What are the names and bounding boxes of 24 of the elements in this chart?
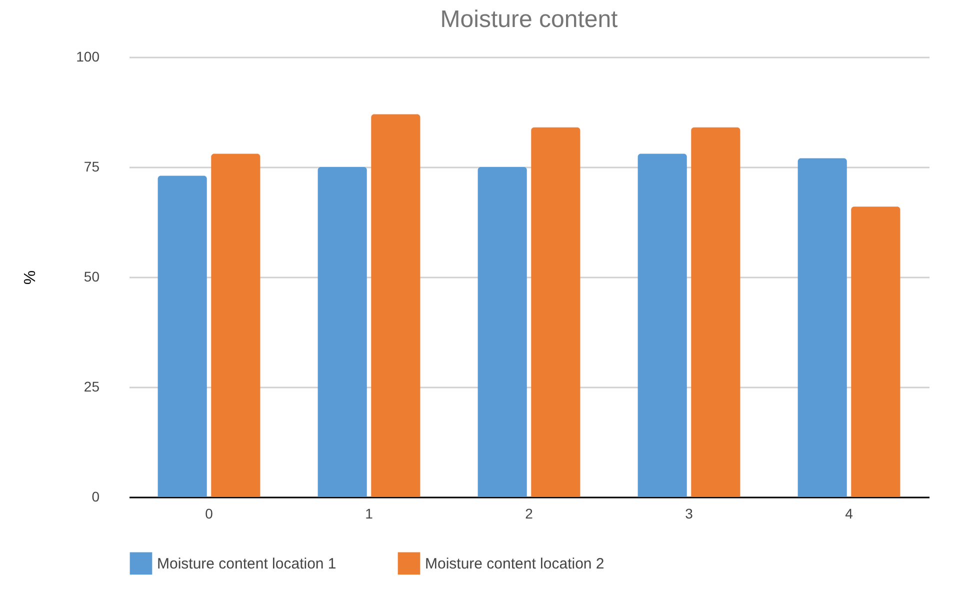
- x-tick-label: 2: [525, 506, 534, 522]
- x-tick-label: 4: [845, 506, 854, 522]
- y-tick-label: 50: [84, 268, 100, 284]
- y-tick-label: 100: [76, 48, 100, 64]
- y-tick-label: 0: [92, 488, 100, 504]
- x-tick-label: 0: [205, 506, 214, 522]
- bar: [638, 154, 687, 497]
- legend-label: Moisture content location 2: [425, 555, 604, 572]
- bar: [371, 114, 420, 497]
- x-tick-label: 3: [685, 506, 694, 522]
- bar: [798, 158, 847, 497]
- bar: [851, 206, 900, 497]
- chart-title: Moisture content: [440, 6, 618, 33]
- bar: [691, 127, 740, 497]
- y-tick-label: 75: [84, 158, 100, 174]
- bar: [318, 167, 367, 497]
- x-tick-label: 1: [365, 506, 374, 522]
- bar: [478, 167, 527, 497]
- y-tick-label: 25: [84, 378, 100, 394]
- bar: [158, 176, 207, 497]
- y-axis-title: %: [20, 270, 38, 285]
- bar: [531, 127, 580, 497]
- bar: [211, 154, 260, 497]
- legend-label: Moisture content location 1: [157, 555, 336, 572]
